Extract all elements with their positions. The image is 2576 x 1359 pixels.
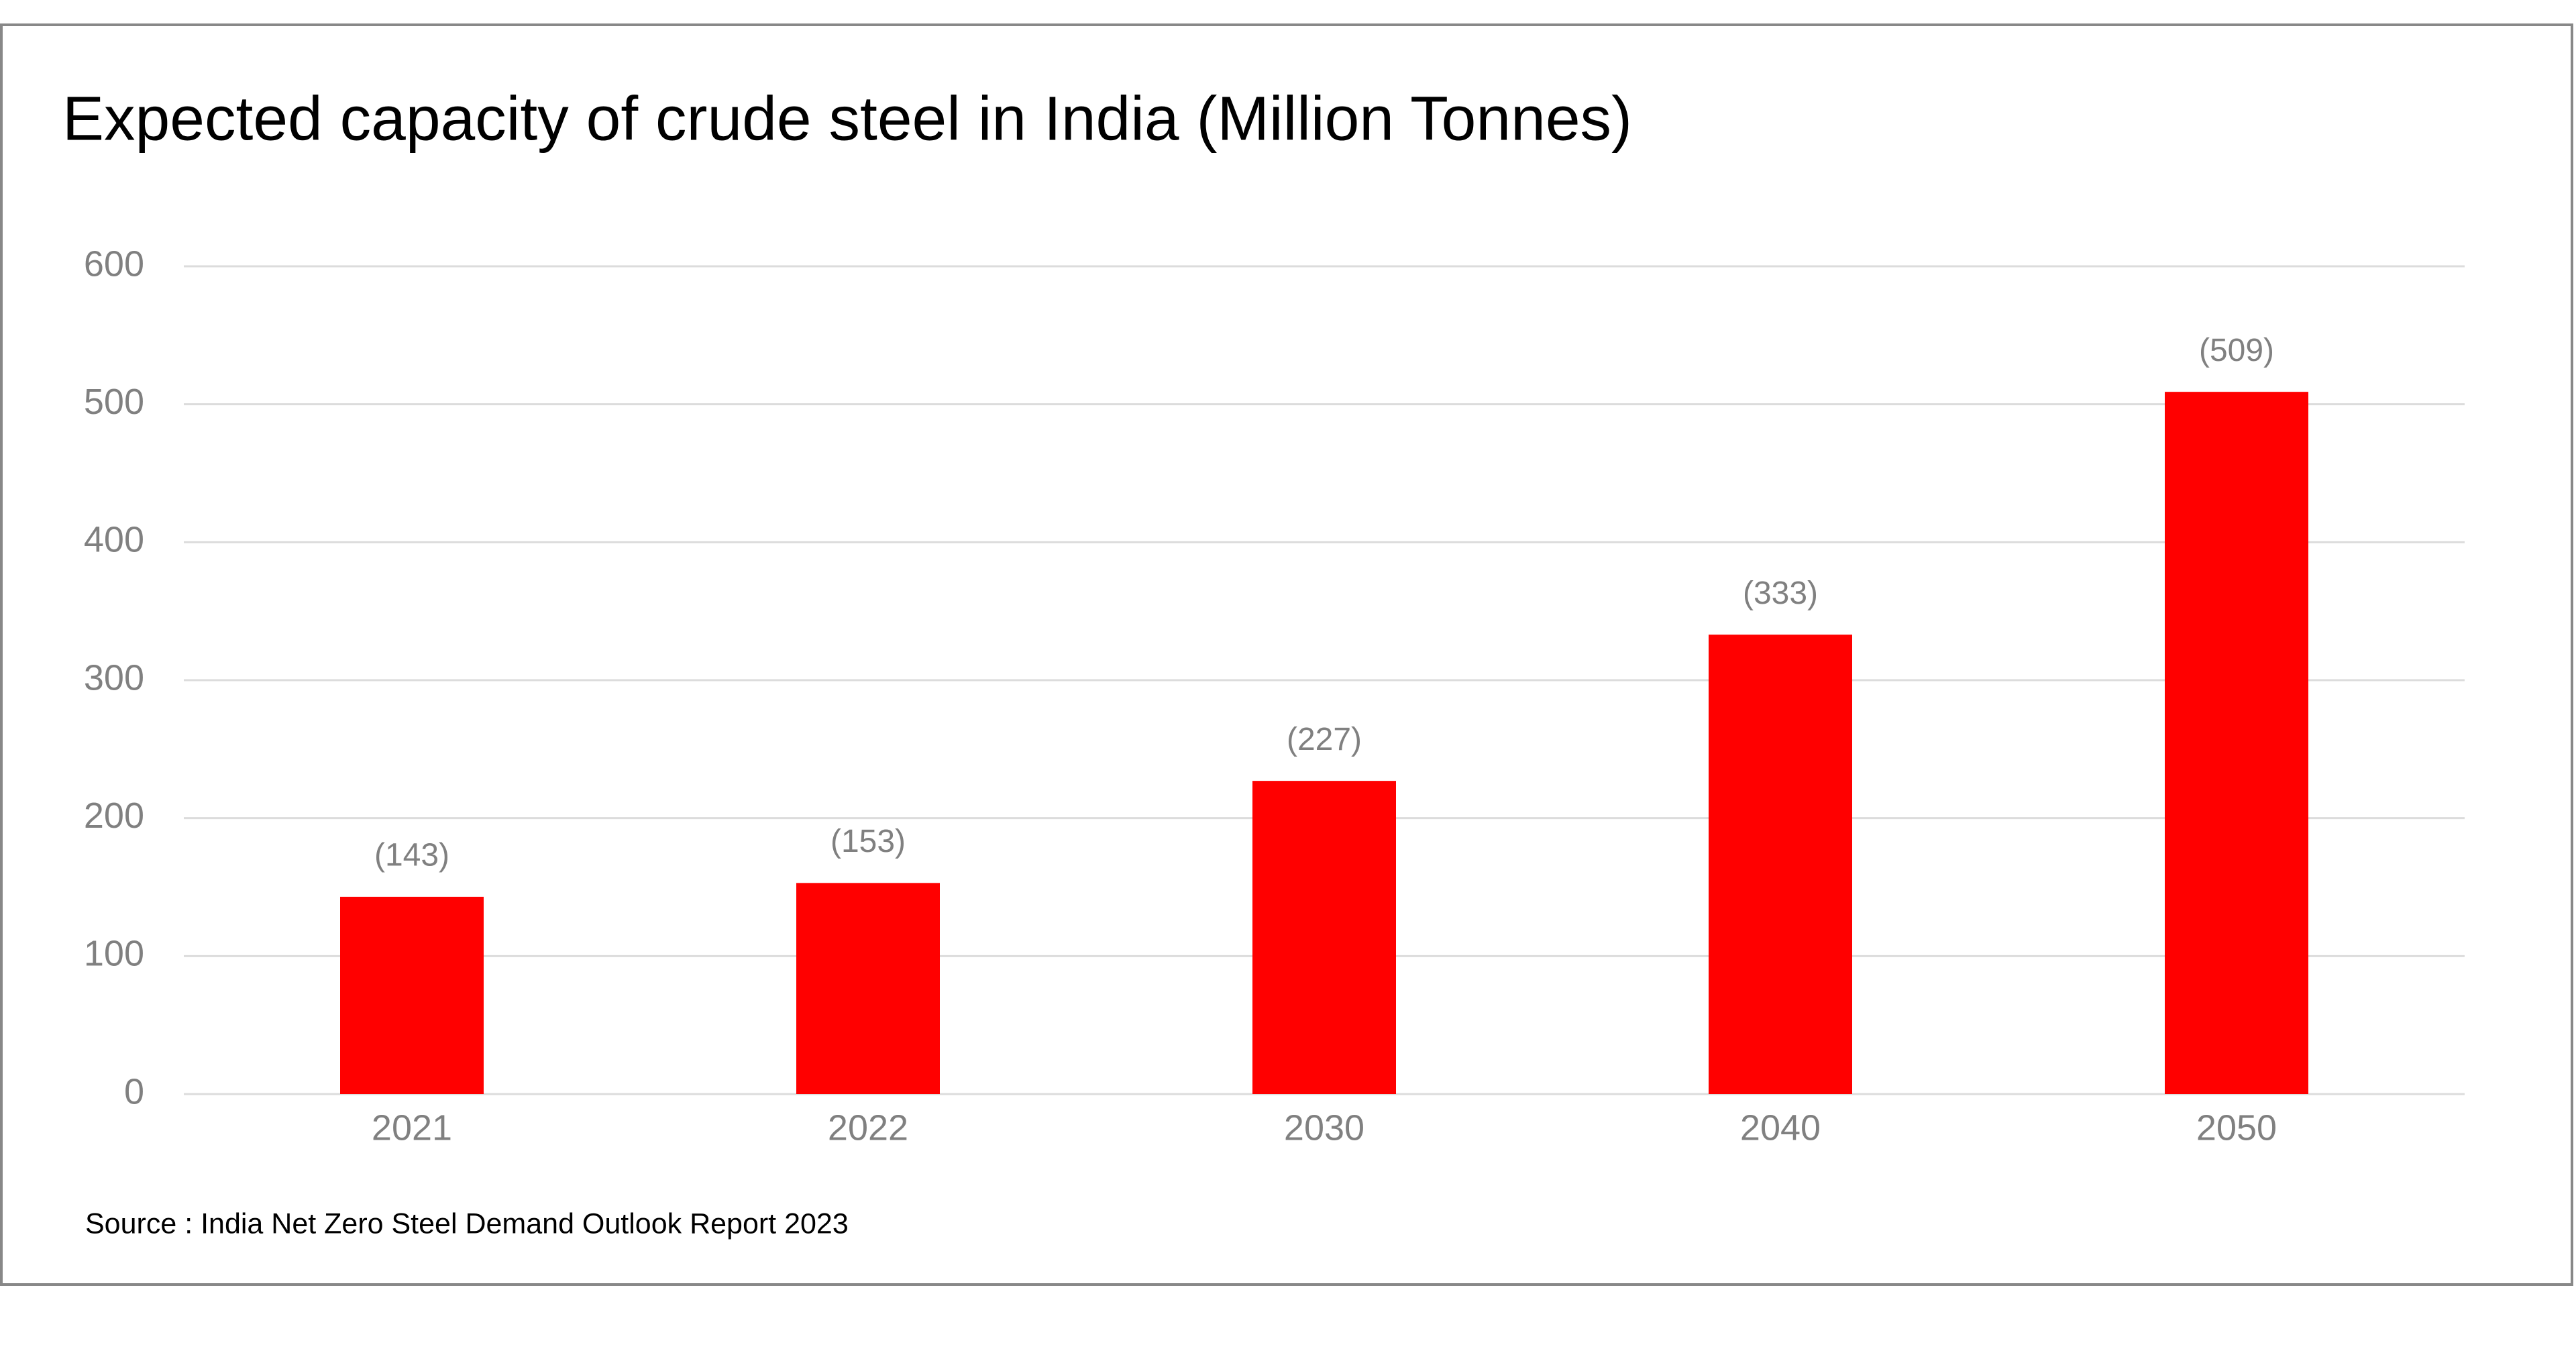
x-tick-label: 2050 [2196,1107,2277,1148]
value-label: (333) [1743,576,1818,611]
bar [796,883,940,1094]
y-tick-label: 600 [84,243,144,284]
y-tick-label: 300 [84,657,144,698]
bar [1252,781,1396,1094]
value-label: (143) [374,838,449,873]
y-tick-label: 100 [84,934,144,974]
x-tick-label: 2021 [372,1107,452,1148]
value-label: (153) [830,824,906,859]
y-tick-label: 400 [84,520,144,560]
source-note: Source : India Net Zero Steel Demand Out… [85,1207,849,1240]
bar [2165,392,2308,1094]
x-tick-label: 2030 [1284,1107,1364,1148]
x-tick-label: 2022 [828,1107,908,1148]
x-tick-label: 2040 [1740,1107,1821,1148]
y-tick-label: 200 [84,796,144,836]
y-tick-label: 500 [84,382,144,422]
y-tick-label: 0 [124,1071,144,1111]
bar [340,896,484,1094]
chart-title: Expected capacity of crude steel in Indi… [62,84,1632,154]
value-label: (509) [2199,333,2274,368]
bar [1709,635,1852,1094]
value-label: (227) [1287,722,1362,757]
